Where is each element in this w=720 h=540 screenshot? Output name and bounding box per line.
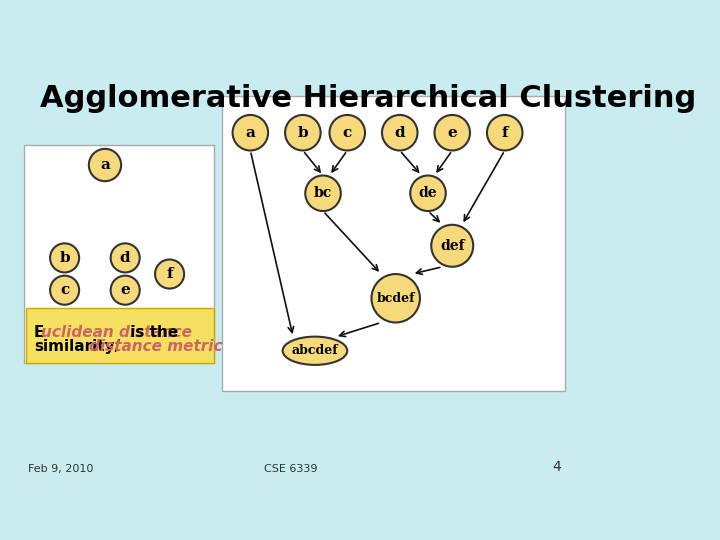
Text: bcdef: bcdef: [377, 292, 415, 305]
Text: E: E: [34, 325, 45, 340]
Text: d: d: [120, 251, 130, 265]
Circle shape: [434, 115, 470, 151]
Text: 4: 4: [552, 460, 562, 474]
Circle shape: [382, 115, 418, 151]
Circle shape: [305, 176, 341, 211]
Text: f: f: [166, 267, 173, 281]
Text: abcdef: abcdef: [292, 345, 338, 357]
Circle shape: [111, 244, 140, 272]
Ellipse shape: [283, 336, 347, 365]
Circle shape: [233, 115, 268, 151]
Circle shape: [431, 225, 473, 267]
Text: distance metric: distance metric: [89, 339, 222, 354]
Circle shape: [285, 115, 320, 151]
Circle shape: [410, 176, 446, 211]
Text: c: c: [60, 283, 69, 297]
Circle shape: [50, 244, 79, 272]
Text: bc: bc: [314, 186, 332, 200]
FancyBboxPatch shape: [26, 308, 214, 363]
Text: a: a: [246, 126, 256, 140]
Circle shape: [330, 115, 365, 151]
Text: a: a: [100, 158, 110, 172]
FancyBboxPatch shape: [24, 145, 214, 363]
Text: Agglomerative Hierarchical Clustering: Agglomerative Hierarchical Clustering: [40, 84, 697, 113]
Text: c: c: [343, 126, 352, 140]
Text: Feb 9, 2010: Feb 9, 2010: [28, 463, 94, 474]
Circle shape: [155, 260, 184, 288]
Circle shape: [89, 149, 121, 181]
Circle shape: [372, 274, 420, 322]
Text: e: e: [120, 283, 130, 297]
Text: f: f: [501, 126, 508, 140]
Text: d: d: [395, 126, 405, 140]
Text: b: b: [59, 251, 70, 265]
Circle shape: [111, 275, 140, 305]
Text: def: def: [440, 239, 464, 253]
Text: uclidean distance: uclidean distance: [41, 325, 192, 340]
Circle shape: [50, 275, 79, 305]
Text: e: e: [447, 126, 457, 140]
FancyBboxPatch shape: [222, 96, 565, 391]
Circle shape: [487, 115, 523, 151]
Text: CSE 6339: CSE 6339: [264, 463, 318, 474]
Text: is the: is the: [125, 325, 179, 340]
Text: de: de: [419, 186, 437, 200]
Text: similarity/: similarity/: [34, 339, 120, 354]
Text: b: b: [297, 126, 308, 140]
